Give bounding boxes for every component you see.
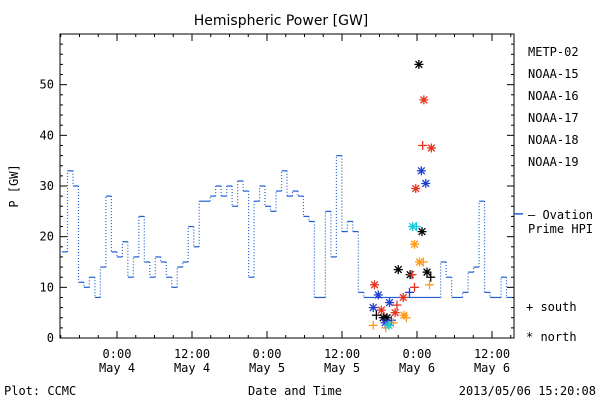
y-tick-label: 0 — [47, 331, 54, 345]
point-stroke-d2 — [415, 60, 423, 69]
y-tick-label: 30 — [40, 179, 54, 193]
ovation-series-line — [62, 155, 512, 299]
point-stroke-d2 — [410, 240, 419, 249]
x-tick-label-date: May 6 — [474, 361, 510, 375]
point-stroke-d2 — [370, 280, 379, 289]
point-stroke-d2 — [420, 96, 428, 104]
point-north — [417, 227, 427, 237]
legend-entry: NOAA-19 — [528, 155, 579, 169]
legend: METP-02 NOAA-15 NOAA-16 NOAA-17 NOAA-18 NOAA-… — [528, 45, 579, 169]
point-stroke-d2 — [385, 298, 394, 307]
point-stroke-d2 — [381, 318, 389, 327]
ovation-legend-line1: — Ovation — [528, 208, 593, 222]
footer-timestamp: 2013/05/06 15:20:08 — [459, 384, 596, 398]
point-north — [390, 308, 400, 318]
x-tick-label-time: 12:00 — [174, 347, 210, 361]
point-south — [411, 222, 421, 232]
point-south — [401, 313, 411, 323]
point-stroke-d2 — [423, 268, 431, 276]
point-stroke-d2 — [400, 311, 408, 320]
point-north — [398, 292, 408, 302]
y-axis: 0 10 20 30 40 50 — [40, 43, 514, 345]
marker-legend-entry: + south — [526, 300, 577, 314]
point-north — [414, 59, 424, 69]
x-tick-label-time: 0:00 — [253, 347, 282, 361]
x-axis-label: Date and Time — [248, 384, 342, 398]
x-tick-label-time: 0:00 — [103, 347, 132, 361]
point-south — [392, 300, 402, 310]
point-south — [410, 282, 419, 292]
point-stroke-d2 — [391, 308, 399, 317]
point-stroke-d2 — [385, 321, 393, 330]
y-tick-label: 20 — [40, 230, 54, 244]
x-tick-label-date: May 4 — [174, 361, 210, 375]
legend-entry: NOAA-15 — [528, 67, 579, 81]
legend-entry: NOAA-18 — [528, 133, 579, 147]
marker-legend-entry: * north — [526, 330, 577, 344]
satellite-points — [368, 59, 436, 333]
point-north — [384, 320, 394, 330]
x-tick-label-date: May 4 — [99, 361, 135, 375]
chart-title: Hemispheric Power [GW] — [194, 13, 369, 29]
marker-legend: + south * north — [526, 300, 577, 344]
x-tick-label-date: May 6 — [399, 361, 435, 375]
point-stroke-d2 — [399, 293, 408, 302]
point-north — [426, 143, 436, 153]
point-stroke-d2 — [411, 184, 420, 193]
point-north — [419, 95, 429, 105]
point-south — [425, 280, 434, 290]
point-stroke-d2 — [427, 144, 436, 152]
y-tick-label: 50 — [40, 78, 54, 92]
point-north — [376, 305, 386, 315]
footer-credit: Plot: CCMC — [4, 384, 76, 398]
point-north — [393, 265, 403, 275]
point-north — [416, 166, 426, 176]
legend-entry: METP-02 — [528, 45, 579, 59]
point-north — [373, 290, 383, 300]
point-north — [370, 280, 379, 290]
point-north — [411, 184, 421, 194]
x-tick-label-date: May 5 — [249, 361, 285, 375]
point-north — [421, 178, 431, 188]
y-axis-label: P [GW] — [7, 164, 21, 207]
x-tick-label-date: May 5 — [324, 361, 360, 375]
point-south — [407, 270, 417, 280]
x-tick-label-time: 0:00 — [403, 347, 432, 361]
y-tick-label: 40 — [40, 128, 54, 142]
point-stroke-d2 — [374, 291, 383, 299]
point-stroke-d2 — [417, 166, 426, 175]
point-stroke-d2 — [421, 179, 430, 188]
point-north — [385, 298, 394, 308]
point-south — [371, 310, 381, 320]
point-south — [426, 272, 436, 282]
x-tick-label-time: 12:00 — [324, 347, 360, 361]
point-north — [410, 239, 419, 249]
legend-entry: NOAA-16 — [528, 89, 579, 103]
point-stroke-d2 — [377, 306, 386, 314]
legend-entry: NOAA-17 — [528, 111, 579, 125]
point-stroke-d2 — [369, 303, 378, 312]
point-north — [422, 267, 432, 277]
y-tick-label: 10 — [40, 280, 54, 294]
x-tick-label-time: 12:00 — [474, 347, 510, 361]
point-south — [418, 140, 428, 150]
ovation-legend-line2: Prime HPI — [528, 222, 593, 236]
point-stroke-d2 — [394, 265, 403, 274]
point-south — [368, 320, 378, 330]
point-south — [405, 287, 414, 297]
point-south — [418, 257, 428, 267]
point-north — [368, 303, 378, 313]
point-stroke-d2 — [418, 227, 426, 236]
